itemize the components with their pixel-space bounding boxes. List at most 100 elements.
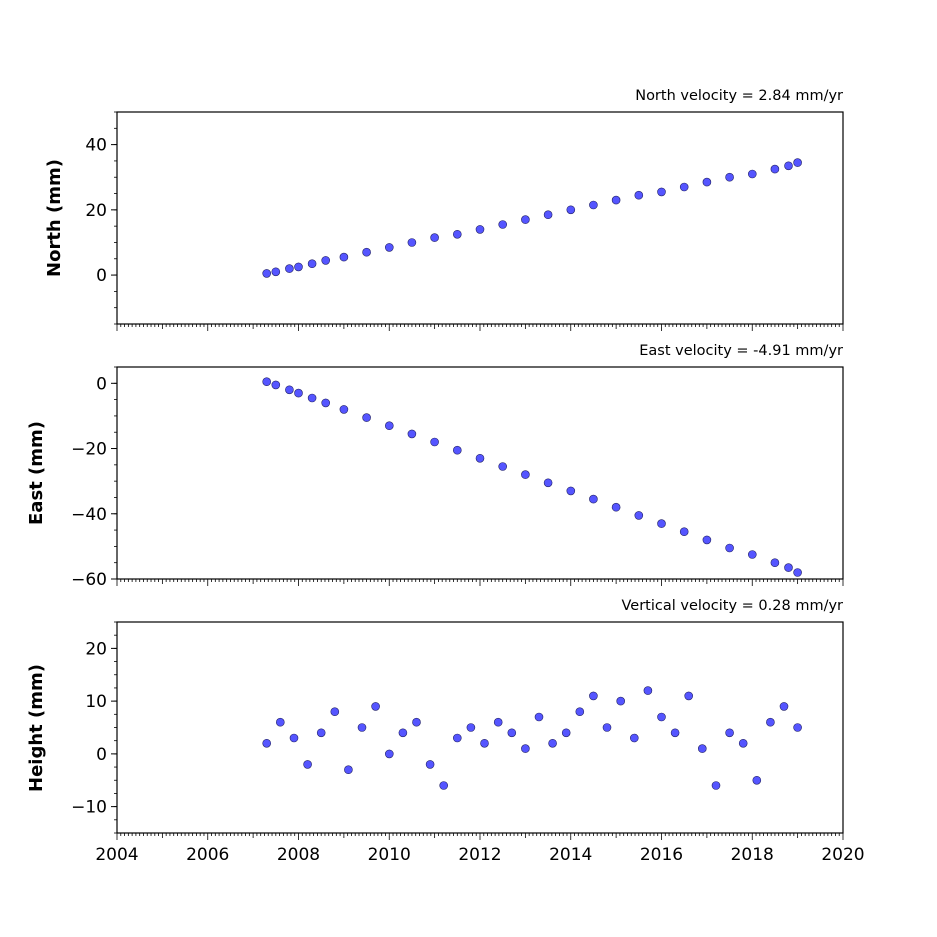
data-point (611, 502, 621, 512)
panel-title: East velocity = -4.91 mm/yr (639, 343, 843, 359)
data-point (657, 712, 666, 722)
data-point (452, 230, 462, 239)
data-point (262, 269, 272, 278)
data-point (466, 723, 476, 732)
y-axis-label: Height (mm) (26, 664, 47, 792)
panel-title: Vertical velocity = 0.28 mm/yr (622, 598, 844, 614)
data-point (307, 393, 317, 403)
data-point (316, 728, 326, 738)
data-point (498, 220, 508, 229)
data-point (534, 712, 544, 722)
data-point (634, 511, 644, 520)
data-point (339, 405, 349, 414)
data-point (747, 169, 757, 179)
data-point (766, 717, 775, 727)
data-point (602, 723, 612, 732)
x-axis: 2004 2006 2008 2010 2012 2014 2016 2018 2020 (95, 833, 865, 865)
y-axis: 0 −20 −40 −60 (71, 366, 117, 590)
data-point (384, 243, 394, 252)
data-point (679, 182, 689, 192)
data-point (738, 738, 748, 748)
y-tick-label: −20 (71, 440, 107, 460)
data-point (425, 760, 435, 769)
data-point (362, 413, 371, 422)
data-point (770, 558, 780, 568)
x-tick-label: 2004 (95, 845, 138, 865)
data-point (784, 563, 793, 572)
y-tick-label: 0 (96, 374, 107, 394)
data-point (616, 696, 626, 706)
data-point (589, 494, 598, 504)
panel-height: Vertical velocity = 0.28 mm/yr Height (m… (26, 598, 865, 865)
data-point (725, 728, 734, 738)
data-point (793, 568, 802, 577)
data-point (507, 728, 517, 738)
x-tick-label: 2016 (640, 845, 683, 865)
data-point (330, 707, 340, 717)
data-point (711, 781, 721, 790)
x-axis (116, 324, 844, 331)
panel-title: North velocity = 2.84 mm/yr (635, 88, 843, 104)
data-point (521, 470, 530, 479)
data-point (697, 744, 707, 753)
data-point (725, 543, 734, 553)
x-tick-label: 2018 (731, 845, 774, 865)
y-tick-label: 20 (85, 639, 107, 659)
data-point (430, 233, 439, 242)
data-point (793, 158, 802, 167)
data-point (679, 527, 689, 537)
data-point (289, 733, 299, 743)
data-point (770, 164, 780, 174)
data-point (307, 259, 317, 269)
axes-frame (116, 366, 844, 580)
data-point (747, 550, 757, 559)
data-point (362, 247, 371, 257)
data-point (384, 421, 394, 431)
y-axis-label: East (mm) (26, 421, 47, 525)
data-point (521, 744, 530, 753)
data-point (657, 187, 666, 197)
data-point (275, 717, 285, 727)
data-point (412, 717, 421, 727)
y-tick-label: 10 (85, 692, 107, 712)
data-point (566, 486, 576, 496)
data-point (430, 437, 439, 447)
data-point (262, 377, 272, 387)
y-tick-label: 20 (85, 201, 107, 221)
data-point (475, 225, 485, 234)
data-point (285, 385, 294, 395)
data-point (271, 267, 281, 277)
data-point (294, 388, 303, 398)
data-point (543, 210, 553, 219)
data-point (493, 717, 503, 727)
data-point (339, 252, 349, 262)
data-point (357, 723, 367, 732)
data-point (384, 749, 394, 759)
y-tick-label: −40 (71, 505, 107, 525)
y-tick-label: −60 (71, 570, 107, 590)
data-point (702, 177, 712, 187)
x-tick-label: 2010 (368, 845, 411, 865)
data-point (294, 262, 303, 272)
panel-north: North velocity = 2.84 mm/yr North (mm) 0… (44, 88, 844, 331)
scatter-marks (262, 158, 802, 278)
data-point (589, 691, 598, 701)
data-point (498, 462, 508, 471)
data-point (561, 728, 571, 738)
data-point (575, 707, 585, 717)
data-point (407, 238, 417, 247)
data-point (543, 478, 553, 488)
axes-frame (116, 111, 844, 325)
data-point (702, 535, 712, 545)
x-tick-label: 2014 (549, 845, 592, 865)
y-axis-label: North (mm) (44, 159, 65, 277)
data-point (480, 738, 489, 748)
data-point (521, 215, 530, 224)
data-point (271, 380, 281, 390)
data-point (752, 775, 762, 785)
x-axis (116, 579, 844, 586)
y-tick-label: 40 (85, 136, 107, 156)
data-point (548, 738, 557, 748)
data-point (285, 264, 294, 273)
y-axis: 0 20 40 (85, 111, 117, 325)
